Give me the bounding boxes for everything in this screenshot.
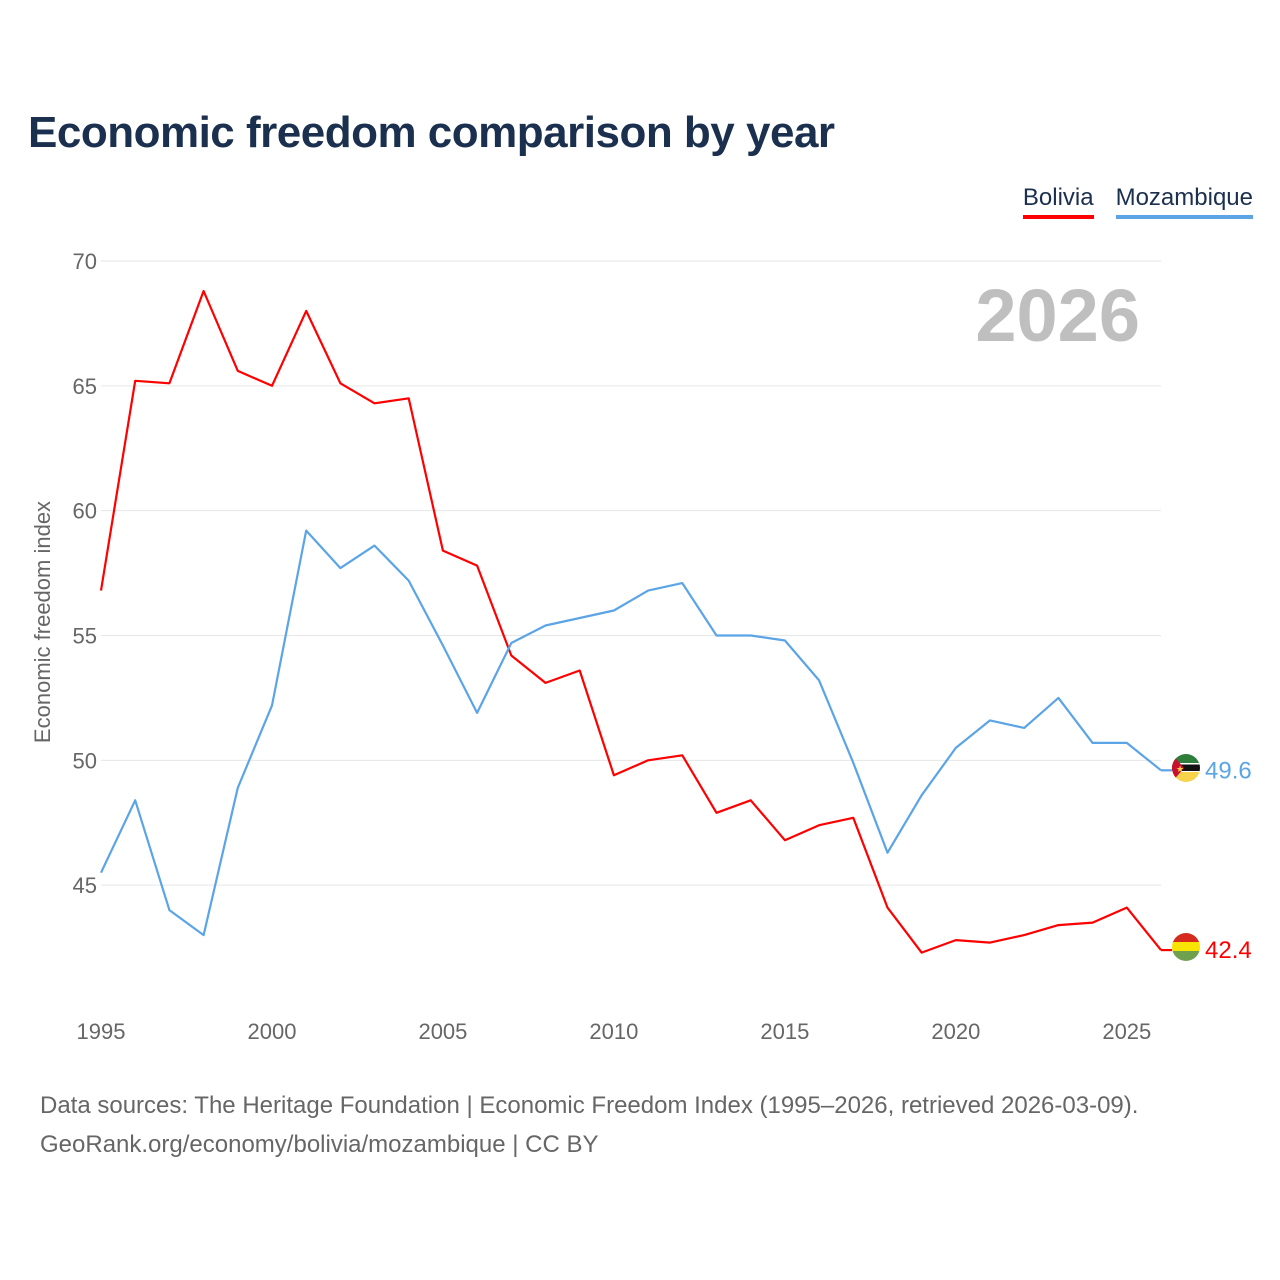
y-axis-label: Economic freedom index [30,501,55,743]
x-tick-label: 2020 [931,1019,980,1044]
y-tick-label: 60 [73,499,97,524]
x-axis-ticks: 1995 2000 2005 2010 2015 2020 2025 [77,1019,1152,1044]
gridlines [101,260,1161,886]
legend: Bolivia Mozambique [1022,184,1253,219]
series-lines [99,289,1172,954]
end-labels: 42.4 49.6 [1205,757,1252,964]
x-tick-label: 1995 [77,1019,126,1044]
series-line-bolivia[interactable] [99,289,1162,954]
y-tick-label: 65 [73,374,97,399]
series-line-mozambique[interactable] [100,529,1162,937]
y-axis-ticks: 45 50 55 60 65 70 [73,249,97,898]
x-tick-label: 2005 [418,1019,467,1044]
x-tick-label: 2000 [247,1019,296,1044]
legend-item-mozambique[interactable]: Mozambique [1115,184,1253,219]
flag-bolivia-icon [1172,933,1200,961]
svg-text:★: ★ [1176,765,1184,775]
year-watermark: 2026 [975,274,1140,357]
footer-source: Data sources: The Heritage Foundation | … [40,1092,1139,1119]
y-tick-label: 45 [73,873,97,898]
chart-title: Economic freedom comparison by year [28,108,835,157]
x-tick-label: 2025 [1102,1019,1151,1044]
end-label-bolivia: 42.4 [1205,937,1252,964]
legend-item-bolivia[interactable]: Bolivia [1022,184,1094,219]
y-tick-label: 70 [73,249,97,274]
flag-mozambique-icon: ★ [1172,754,1200,782]
x-tick-label: 2010 [589,1019,638,1044]
footer: Data sources: The Heritage Foundation | … [40,1086,1138,1164]
x-tick-label: 2015 [760,1019,809,1044]
line-chart: 45 50 55 60 65 70 1995 2000 2005 2010 2015 2020 202… [30,249,1252,1044]
footer-link[interactable]: GeoRank.org/economy/bolivia/mozambique |… [40,1131,599,1158]
end-label-mozambique: 49.6 [1205,757,1252,784]
y-tick-label: 55 [73,624,97,649]
y-tick-label: 50 [73,748,97,773]
